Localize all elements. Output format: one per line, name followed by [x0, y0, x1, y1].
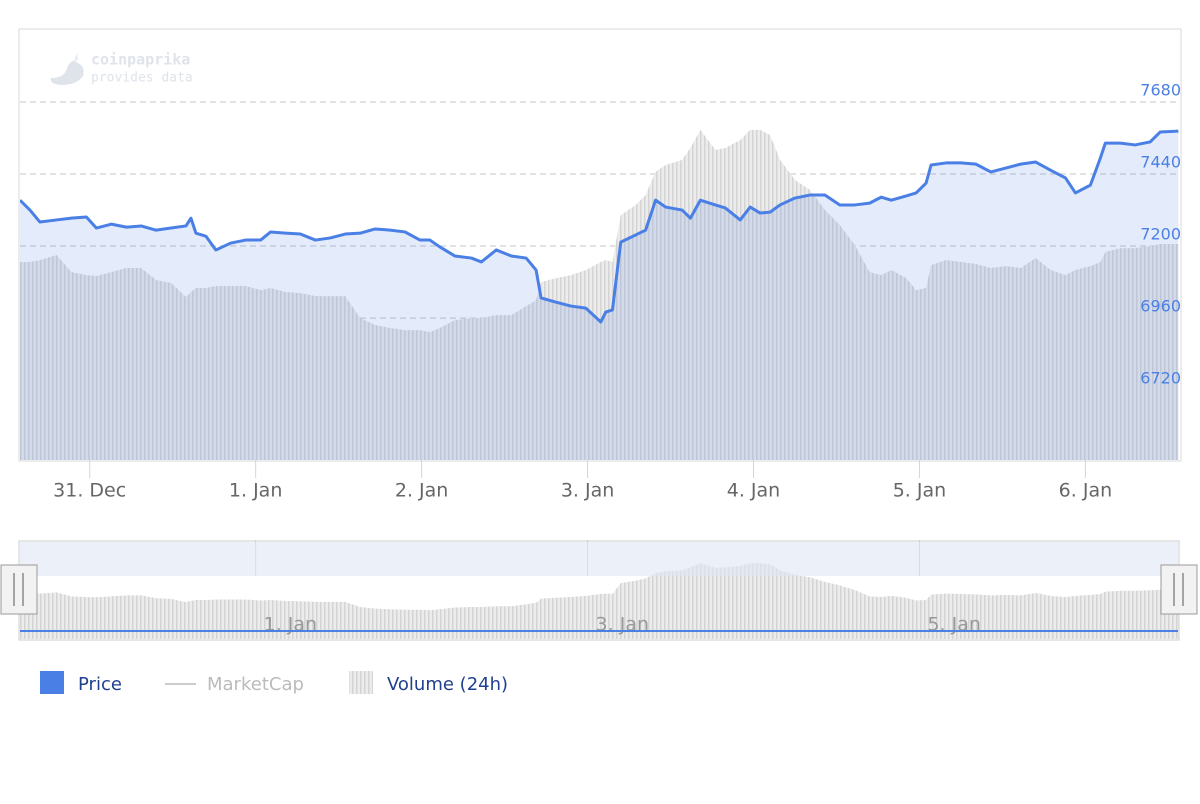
- x-tick-label: 3. Jan: [561, 480, 614, 502]
- price-area: [20, 131, 1179, 460]
- navigator-handle[interactable]: [1160, 564, 1198, 615]
- y-tick-label: 7680: [1140, 81, 1181, 100]
- price-line: [20, 129, 1179, 324]
- x-tick-label: 31. Dec: [53, 480, 126, 502]
- x-tick-label: 5. Jan: [893, 480, 946, 502]
- axes: 6720 6960 7200 7440 7680 31. Dec 1. Jan 2. Jan 3…: [53, 81, 1181, 502]
- legend-label[interactable]: MarketCap: [207, 674, 304, 695]
- x-tick-label: 6. Jan: [1059, 480, 1112, 502]
- plot-area: [20, 101, 1180, 460]
- y-tick-label: 7200: [1140, 225, 1181, 244]
- volume-area: [20, 129, 1179, 460]
- x-tick-label: 2. Jan: [395, 480, 448, 502]
- navigator-mask: [20, 542, 1178, 576]
- navigator-tick-label: 3. Jan: [596, 614, 649, 636]
- watermark: coinpaprika provides data: [50, 51, 193, 86]
- x-tick-label: 1. Jan: [229, 480, 282, 502]
- navigator-tick-label: 5. Jan: [927, 614, 980, 636]
- navigator-tick-label: 1. Jan: [264, 614, 317, 636]
- legend-label[interactable]: Price: [78, 674, 122, 695]
- navigator-handle[interactable]: [0, 564, 38, 615]
- y-tick-label: 6720: [1140, 369, 1181, 388]
- watermark-text: provides data: [91, 71, 193, 86]
- legend-label[interactable]: Volume (24h): [387, 674, 508, 695]
- legend: Price MarketCap Volume (24h): [40, 671, 508, 695]
- y-tick-label: 7440: [1140, 153, 1181, 172]
- navigator-volume: [20, 563, 1179, 639]
- legend-swatch: [40, 671, 64, 694]
- x-tick-label: 4. Jan: [727, 480, 780, 502]
- watermark-logo: [50, 52, 84, 85]
- watermark-text: coinpaprika: [91, 51, 190, 69]
- legend-swatch: [349, 671, 373, 694]
- y-tick-label: 6960: [1140, 297, 1181, 316]
